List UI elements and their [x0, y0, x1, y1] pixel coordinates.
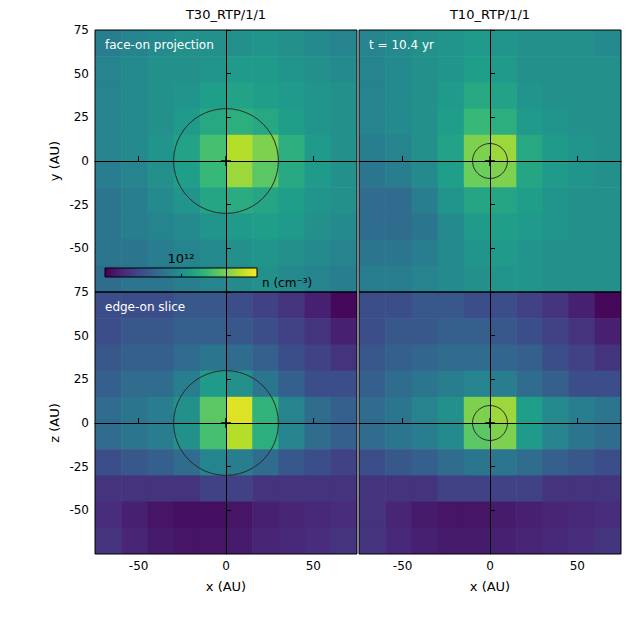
- svg-text:T30_RTP/1/1: T30_RTP/1/1: [185, 7, 266, 22]
- svg-text:25: 25: [74, 372, 89, 386]
- svg-text:n (cm⁻³): n (cm⁻³): [262, 276, 312, 290]
- svg-text:t = 10.4 yr: t = 10.4 yr: [369, 38, 434, 52]
- svg-text:75: 75: [74, 23, 89, 37]
- svg-text:25: 25: [74, 110, 89, 124]
- svg-text:T10_RTP/1/1: T10_RTP/1/1: [449, 7, 530, 22]
- svg-text:0: 0: [222, 559, 230, 573]
- svg-text:50: 50: [74, 329, 89, 343]
- svg-text:0: 0: [486, 559, 494, 573]
- svg-text:-25: -25: [69, 198, 89, 212]
- svg-text:50: 50: [306, 559, 321, 573]
- svg-text:0: 0: [81, 154, 89, 168]
- svg-text:0: 0: [81, 416, 89, 430]
- svg-text:z (AU): z (AU): [47, 403, 62, 443]
- svg-text:10¹²: 10¹²: [168, 251, 195, 266]
- svg-text:-25: -25: [69, 460, 89, 474]
- svg-text:face-on projection: face-on projection: [105, 38, 214, 52]
- svg-text:edge-on slice: edge-on slice: [105, 300, 185, 314]
- svg-text:-50: -50: [69, 503, 89, 517]
- svg-text:y (AU): y (AU): [47, 141, 62, 181]
- svg-text:-50: -50: [69, 241, 89, 255]
- svg-text:x (AU): x (AU): [470, 579, 510, 594]
- svg-text:x (AU): x (AU): [206, 579, 246, 594]
- svg-text:75: 75: [74, 285, 89, 299]
- svg-text:-50: -50: [129, 559, 149, 573]
- svg-text:50: 50: [570, 559, 585, 573]
- svg-text:-50: -50: [393, 559, 413, 573]
- svg-text:50: 50: [74, 67, 89, 81]
